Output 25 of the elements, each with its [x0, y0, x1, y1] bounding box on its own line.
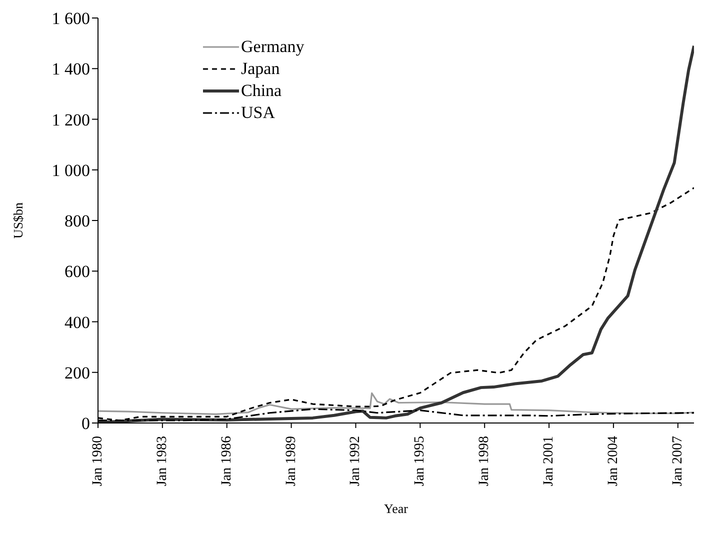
- x-tick-label: Jan 1995: [412, 436, 428, 486]
- x-axis-title: Year: [384, 501, 409, 516]
- legend-label: China: [241, 80, 282, 102]
- y-tick-label: 200: [64, 363, 90, 382]
- y-tick-label: 1 200: [52, 110, 90, 130]
- x-tick-label: Jan 1998: [477, 436, 492, 486]
- legend-label: USA: [241, 102, 276, 124]
- x-tick-label: Jan 1992: [348, 436, 364, 486]
- x-tick-label: Jan 1989: [284, 436, 299, 486]
- y-tick-label: 1 600: [52, 9, 90, 28]
- x-tick-label: Jan 2004: [606, 436, 621, 486]
- y-tick-label: 800: [64, 212, 90, 231]
- y-axis-title: US$bn: [10, 202, 26, 239]
- x-tick-label: Jan 2007: [670, 436, 686, 486]
- y-tick-label: 600: [64, 262, 90, 282]
- y-tick-label: 0: [82, 414, 90, 434]
- y-tick-label: 400: [64, 312, 90, 332]
- legend-label: Germany: [241, 36, 304, 58]
- y-tick-label: 1 000: [52, 160, 90, 180]
- x-tick-label: Jan 1980: [90, 436, 106, 486]
- y-tick-label: 1 400: [52, 60, 90, 79]
- x-tick-label: Jan 1986: [219, 436, 234, 486]
- x-tick-label: Jan 1983: [154, 436, 170, 486]
- x-tick-label: Jan 2001: [542, 436, 557, 486]
- legend-label: Japan: [241, 58, 280, 80]
